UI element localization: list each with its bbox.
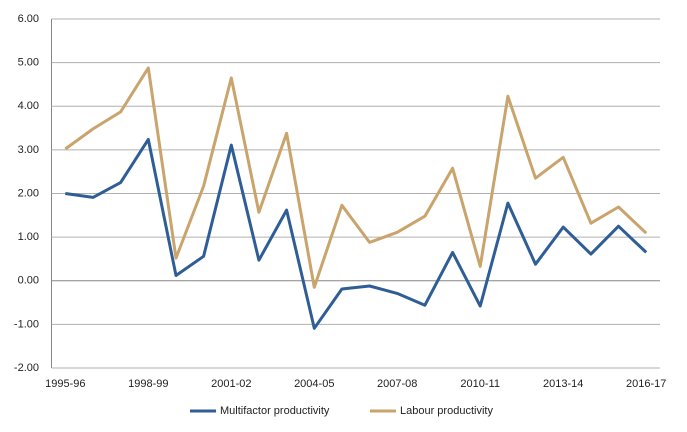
y-tick-label: 0.00 <box>18 275 39 287</box>
y-tick-label: 6.00 <box>18 13 39 25</box>
y-tick-label: 2.00 <box>18 187 39 199</box>
legend-label: Labour productivity <box>400 405 493 417</box>
x-tick-label: 2004-05 <box>294 378 334 390</box>
y-tick-label: 3.00 <box>18 144 39 156</box>
y-tick-label: -1.00 <box>14 318 39 330</box>
legend-label: Multifactor productivity <box>220 405 330 417</box>
x-tick-label: 2001-02 <box>211 378 251 390</box>
y-tick-label: 1.00 <box>18 231 39 243</box>
x-tick-label: 1998-99 <box>128 378 168 390</box>
x-tick-label: 1995-96 <box>45 378 85 390</box>
y-tick-label: -2.00 <box>14 362 39 374</box>
x-tick-label: 2016-17 <box>626 378 666 390</box>
x-tick-label: 2010-11 <box>460 378 500 390</box>
series-line <box>65 137 648 330</box>
x-tick-label: 2013-14 <box>543 378 583 390</box>
y-tick-label: 5.00 <box>18 57 39 69</box>
series-line <box>64 66 648 289</box>
y-tick-label: 4.00 <box>18 100 39 112</box>
x-tick-label: 2007-08 <box>377 378 417 390</box>
